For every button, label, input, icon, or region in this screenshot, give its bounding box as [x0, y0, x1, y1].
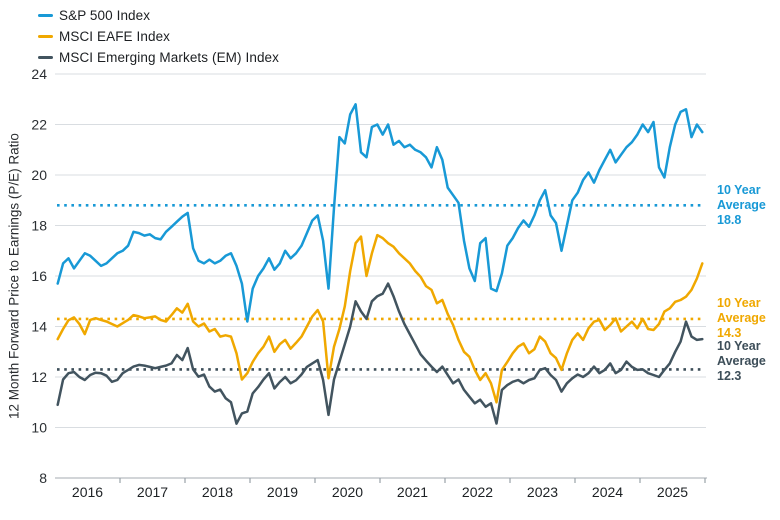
- y-axis-title: 12 Month Forward Price to Earnings (P/E)…: [6, 133, 22, 419]
- avg-annotation-line: Average: [717, 353, 766, 368]
- svg-text:24: 24: [31, 66, 47, 82]
- svg-text:10: 10: [31, 420, 47, 436]
- legend-item-eafe: MSCI EAFE Index: [38, 26, 279, 47]
- svg-text:8: 8: [39, 470, 47, 486]
- avg-annotation-line: Average: [717, 311, 766, 326]
- svg-text:14: 14: [31, 319, 47, 335]
- avg-annotation-value: 14.3: [717, 326, 742, 341]
- avg-annotation-line: 10 Year: [717, 296, 761, 311]
- svg-text:2025: 2025: [657, 484, 688, 500]
- legend-label-eafe: MSCI EAFE Index: [59, 29, 171, 44]
- avg-annotation-line: Average: [717, 197, 766, 212]
- avg-annotation-value: 18.8: [717, 212, 742, 227]
- legend-label-sp500: S&P 500 Index: [59, 8, 151, 23]
- svg-text:2023: 2023: [527, 484, 558, 500]
- legend-label-em: MSCI Emerging Markets (EM) Index: [59, 50, 280, 65]
- avg-annotation-sp500: 10 Year Average 18.8: [717, 183, 779, 228]
- svg-text:20: 20: [31, 167, 47, 183]
- avg-annotation-line: 10 Year: [717, 182, 761, 197]
- svg-text:2018: 2018: [202, 484, 233, 500]
- legend-item-em: MSCI Emerging Markets (EM) Index: [38, 47, 279, 68]
- avg-annotation-line: 10 Year: [717, 338, 761, 353]
- svg-text:18: 18: [31, 218, 47, 234]
- legend-swatch-eafe-icon: [38, 34, 53, 39]
- legend-swatch-sp500-icon: [38, 13, 53, 18]
- svg-text:2020: 2020: [332, 484, 363, 500]
- svg-text:2019: 2019: [267, 484, 298, 500]
- svg-text:2016: 2016: [72, 484, 103, 500]
- legend-item-sp500: S&P 500 Index: [38, 5, 279, 26]
- avg-annotation-eafe: 10 Year Average 14.3: [717, 296, 779, 341]
- svg-text:2022: 2022: [462, 484, 493, 500]
- chart-legend: S&P 500 Index MSCI EAFE Index MSCI Emerg…: [38, 5, 279, 68]
- legend-swatch-em-icon: [38, 55, 53, 60]
- svg-text:16: 16: [31, 268, 47, 284]
- svg-text:2017: 2017: [137, 484, 168, 500]
- svg-text:22: 22: [31, 117, 47, 133]
- avg-annotation-value: 12.3: [717, 368, 742, 383]
- svg-text:2021: 2021: [397, 484, 428, 500]
- avg-annotation-em: 10 Year Average 12.3: [717, 339, 779, 384]
- svg-text:2024: 2024: [592, 484, 623, 500]
- svg-text:12: 12: [31, 369, 47, 385]
